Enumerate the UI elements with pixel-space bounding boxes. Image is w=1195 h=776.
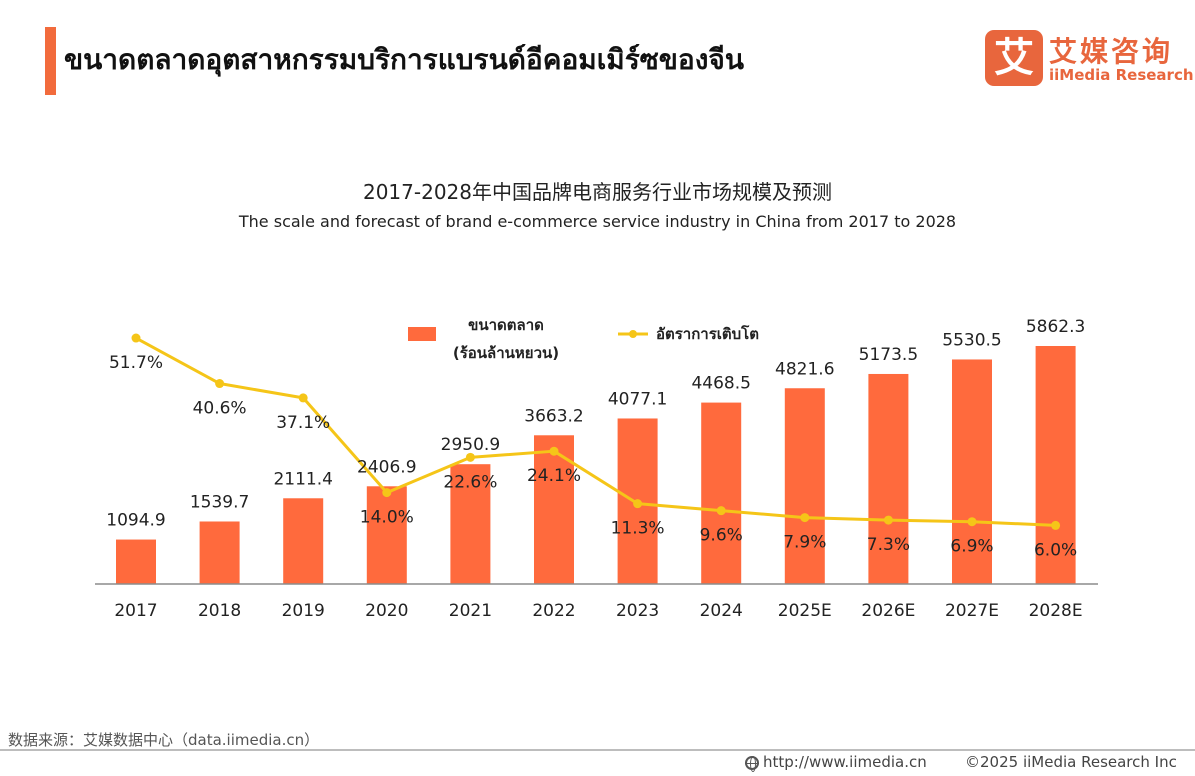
bar-2021	[450, 464, 491, 584]
legend-line-marker	[629, 330, 637, 338]
growth-point-2024	[716, 506, 726, 516]
footer-divider	[0, 749, 1195, 751]
footer-copyright: ©2025 iiMedia Research Inc	[965, 753, 1177, 771]
legend-bar-swatch	[408, 327, 436, 341]
legend-line-label: อัตราการเติบโต	[656, 324, 759, 343]
x-tick-label-2019: 2019	[282, 601, 325, 621]
growth-point-2020	[382, 488, 392, 498]
data-source: 数据来源：艾媒数据中心（data.iimedia.cn）	[8, 731, 320, 749]
x-tick-label-2027E: 2027E	[945, 601, 999, 621]
chart-title: 2017-2028年中国品牌电商服务行业市场规模及预测	[362, 180, 832, 204]
bar-2022	[534, 435, 574, 584]
iimedia-logo: 艾 艾媒咨询 iiMedia Research	[985, 30, 1194, 90]
growth-label-2028E: 6.0%	[1034, 540, 1077, 560]
growth-label-2017: 51.7%	[109, 353, 163, 373]
x-tick-label-2020: 2020	[365, 601, 408, 621]
growth-label-2023: 11.3%	[611, 519, 665, 539]
title-accent-bar	[45, 27, 56, 95]
logo-english-name: iiMedia Research	[1049, 66, 1194, 84]
growth-rate-line	[135, 336, 1056, 527]
growth-point-2027E	[967, 517, 977, 527]
bar-value-label-2024: 4468.5	[691, 374, 750, 394]
growth-point-2018	[215, 379, 225, 389]
logo-chinese-name: 艾媒咨询	[1049, 35, 1174, 68]
bar-value-label-2023: 4077.1	[608, 389, 667, 409]
growth-point-2026E	[883, 515, 893, 525]
growth-point-2019	[298, 393, 308, 403]
legend-bar-label-line1: ขนาดตลาด	[468, 316, 544, 334]
growth-point-2023	[633, 499, 643, 509]
x-tick-label-2024: 2024	[700, 601, 743, 621]
growth-label-2022: 24.1%	[527, 466, 581, 486]
chart-subtitle: The scale and forecast of brand e-commer…	[238, 212, 957, 231]
page-title: ขนาดตลาดอุตสาหกรรมบริการแบรนด์อีคอมเมิร์…	[64, 43, 744, 76]
chart-legend: ขนาดตลาด (ร้อนล้านหยวน) อัตราการเติบโต	[408, 316, 759, 362]
growth-label-2024: 9.6%	[700, 526, 743, 546]
x-tick-label-2022: 2022	[532, 601, 575, 621]
bar-value-label-2026E: 5173.5	[859, 345, 918, 365]
bar-2018	[199, 521, 240, 584]
bar-2017	[116, 539, 156, 584]
legend-bar-label-line2: (ร้อนล้านหยวน)	[453, 344, 559, 362]
growth-label-2019: 37.1%	[276, 413, 330, 433]
growth-point-2021	[465, 452, 475, 462]
growth-label-2025E: 7.9%	[783, 533, 826, 553]
bar-2028E	[1035, 346, 1076, 584]
x-tick-label-2025E: 2025E	[778, 601, 832, 621]
bar-value-label-2020: 2406.9	[357, 457, 416, 477]
growth-label-2020: 14.0%	[360, 508, 414, 528]
bar-2020	[366, 486, 407, 584]
x-tick-label-2026E: 2026E	[861, 601, 915, 621]
bar-value-label-2028E: 5862.3	[1026, 317, 1085, 337]
growth-point-2028E	[1051, 520, 1061, 530]
bar-2027E	[952, 359, 992, 584]
globe-icon	[745, 756, 759, 772]
bar-value-label-2019: 2111.4	[273, 469, 332, 489]
bar-value-label-2022: 3663.2	[524, 406, 583, 426]
bar-value-label-2027E: 5530.5	[942, 330, 1001, 350]
footer-url-text[interactable]: http://www.iimedia.cn	[763, 753, 927, 771]
growth-point-2025E	[800, 513, 810, 523]
bar-value-label-2021: 2950.9	[441, 435, 500, 455]
bar-value-label-2025E: 4821.6	[775, 359, 834, 379]
x-tick-label-2028E: 2028E	[1029, 601, 1083, 621]
x-tick-label-2023: 2023	[616, 601, 659, 621]
growth-label-2027E: 6.9%	[950, 537, 993, 557]
growth-point-2022	[549, 446, 559, 456]
x-tick-label-2017: 2017	[114, 601, 157, 621]
footer-website[interactable]: http://www.iimedia.cn	[745, 753, 927, 772]
x-tick-label-2021: 2021	[449, 601, 492, 621]
growth-label-2021: 22.6%	[443, 472, 497, 492]
logo-mark-icon: 艾	[985, 30, 1043, 86]
bar-value-label-2017: 1094.9	[106, 511, 165, 531]
bar-2026E	[868, 373, 909, 584]
bar-value-label-2018: 1539.7	[190, 492, 249, 512]
growth-label-2018: 40.6%	[193, 399, 247, 419]
bar-2025E	[784, 388, 825, 584]
growth-label-2026E: 7.3%	[867, 535, 910, 555]
bar-2024	[701, 402, 742, 584]
growth-point-2017	[131, 333, 141, 343]
bar-2019	[283, 498, 324, 584]
x-tick-label-2018: 2018	[198, 601, 241, 621]
